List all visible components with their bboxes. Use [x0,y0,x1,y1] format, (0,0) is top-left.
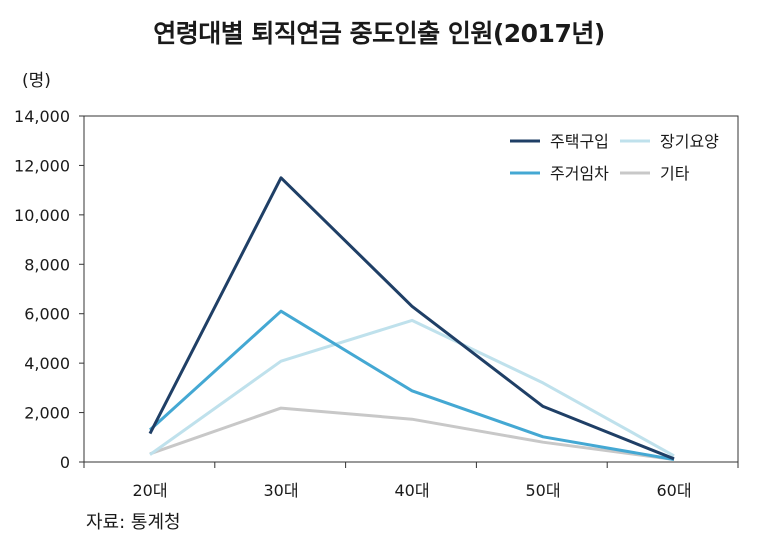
plot-area-frame [83,115,739,463]
legend-label: 기타 [660,164,690,183]
x-tick-label: 30대 [263,481,298,500]
x-tick-label: 20대 [132,481,167,500]
y-tick-label: 6,000 [24,305,70,324]
legend-label: 장기요양 [660,132,719,151]
x-tick-label: 60대 [656,481,691,500]
y-tick-label: 0 [60,453,70,472]
legend-label: 주거임차 [550,164,609,183]
y-axis: 0 2,000 4,000 6,000 8,000 10,000 12,000 14,000 [14,107,84,472]
y-axis-unit: (명) [22,71,51,91]
series-line-1 [148,176,675,461]
x-tick-label: 40대 [394,481,429,500]
y-tick-label: 4,000 [24,354,70,373]
x-axis: 20대 30대 40대 50대 60대 [83,462,739,500]
y-tick-label: 2,000 [24,404,70,423]
y-tick-label: 12,000 [14,156,70,175]
series-line-2 [149,318,675,458]
series-line-3 [148,309,675,461]
chart-title: 연령대별 퇴직연금 중도인출 인원(2017년) [153,19,605,48]
y-tick-label: 10,000 [14,206,70,225]
series-line-4 [149,406,675,461]
legend-label: 주택구입 [550,132,609,151]
y-tick-label: 14,000 [14,107,70,126]
y-tick-label: 8,000 [24,255,70,274]
series-lines [148,176,675,461]
x-tick-label: 50대 [525,481,560,500]
source-note: 자료: 통계청 [86,512,181,533]
